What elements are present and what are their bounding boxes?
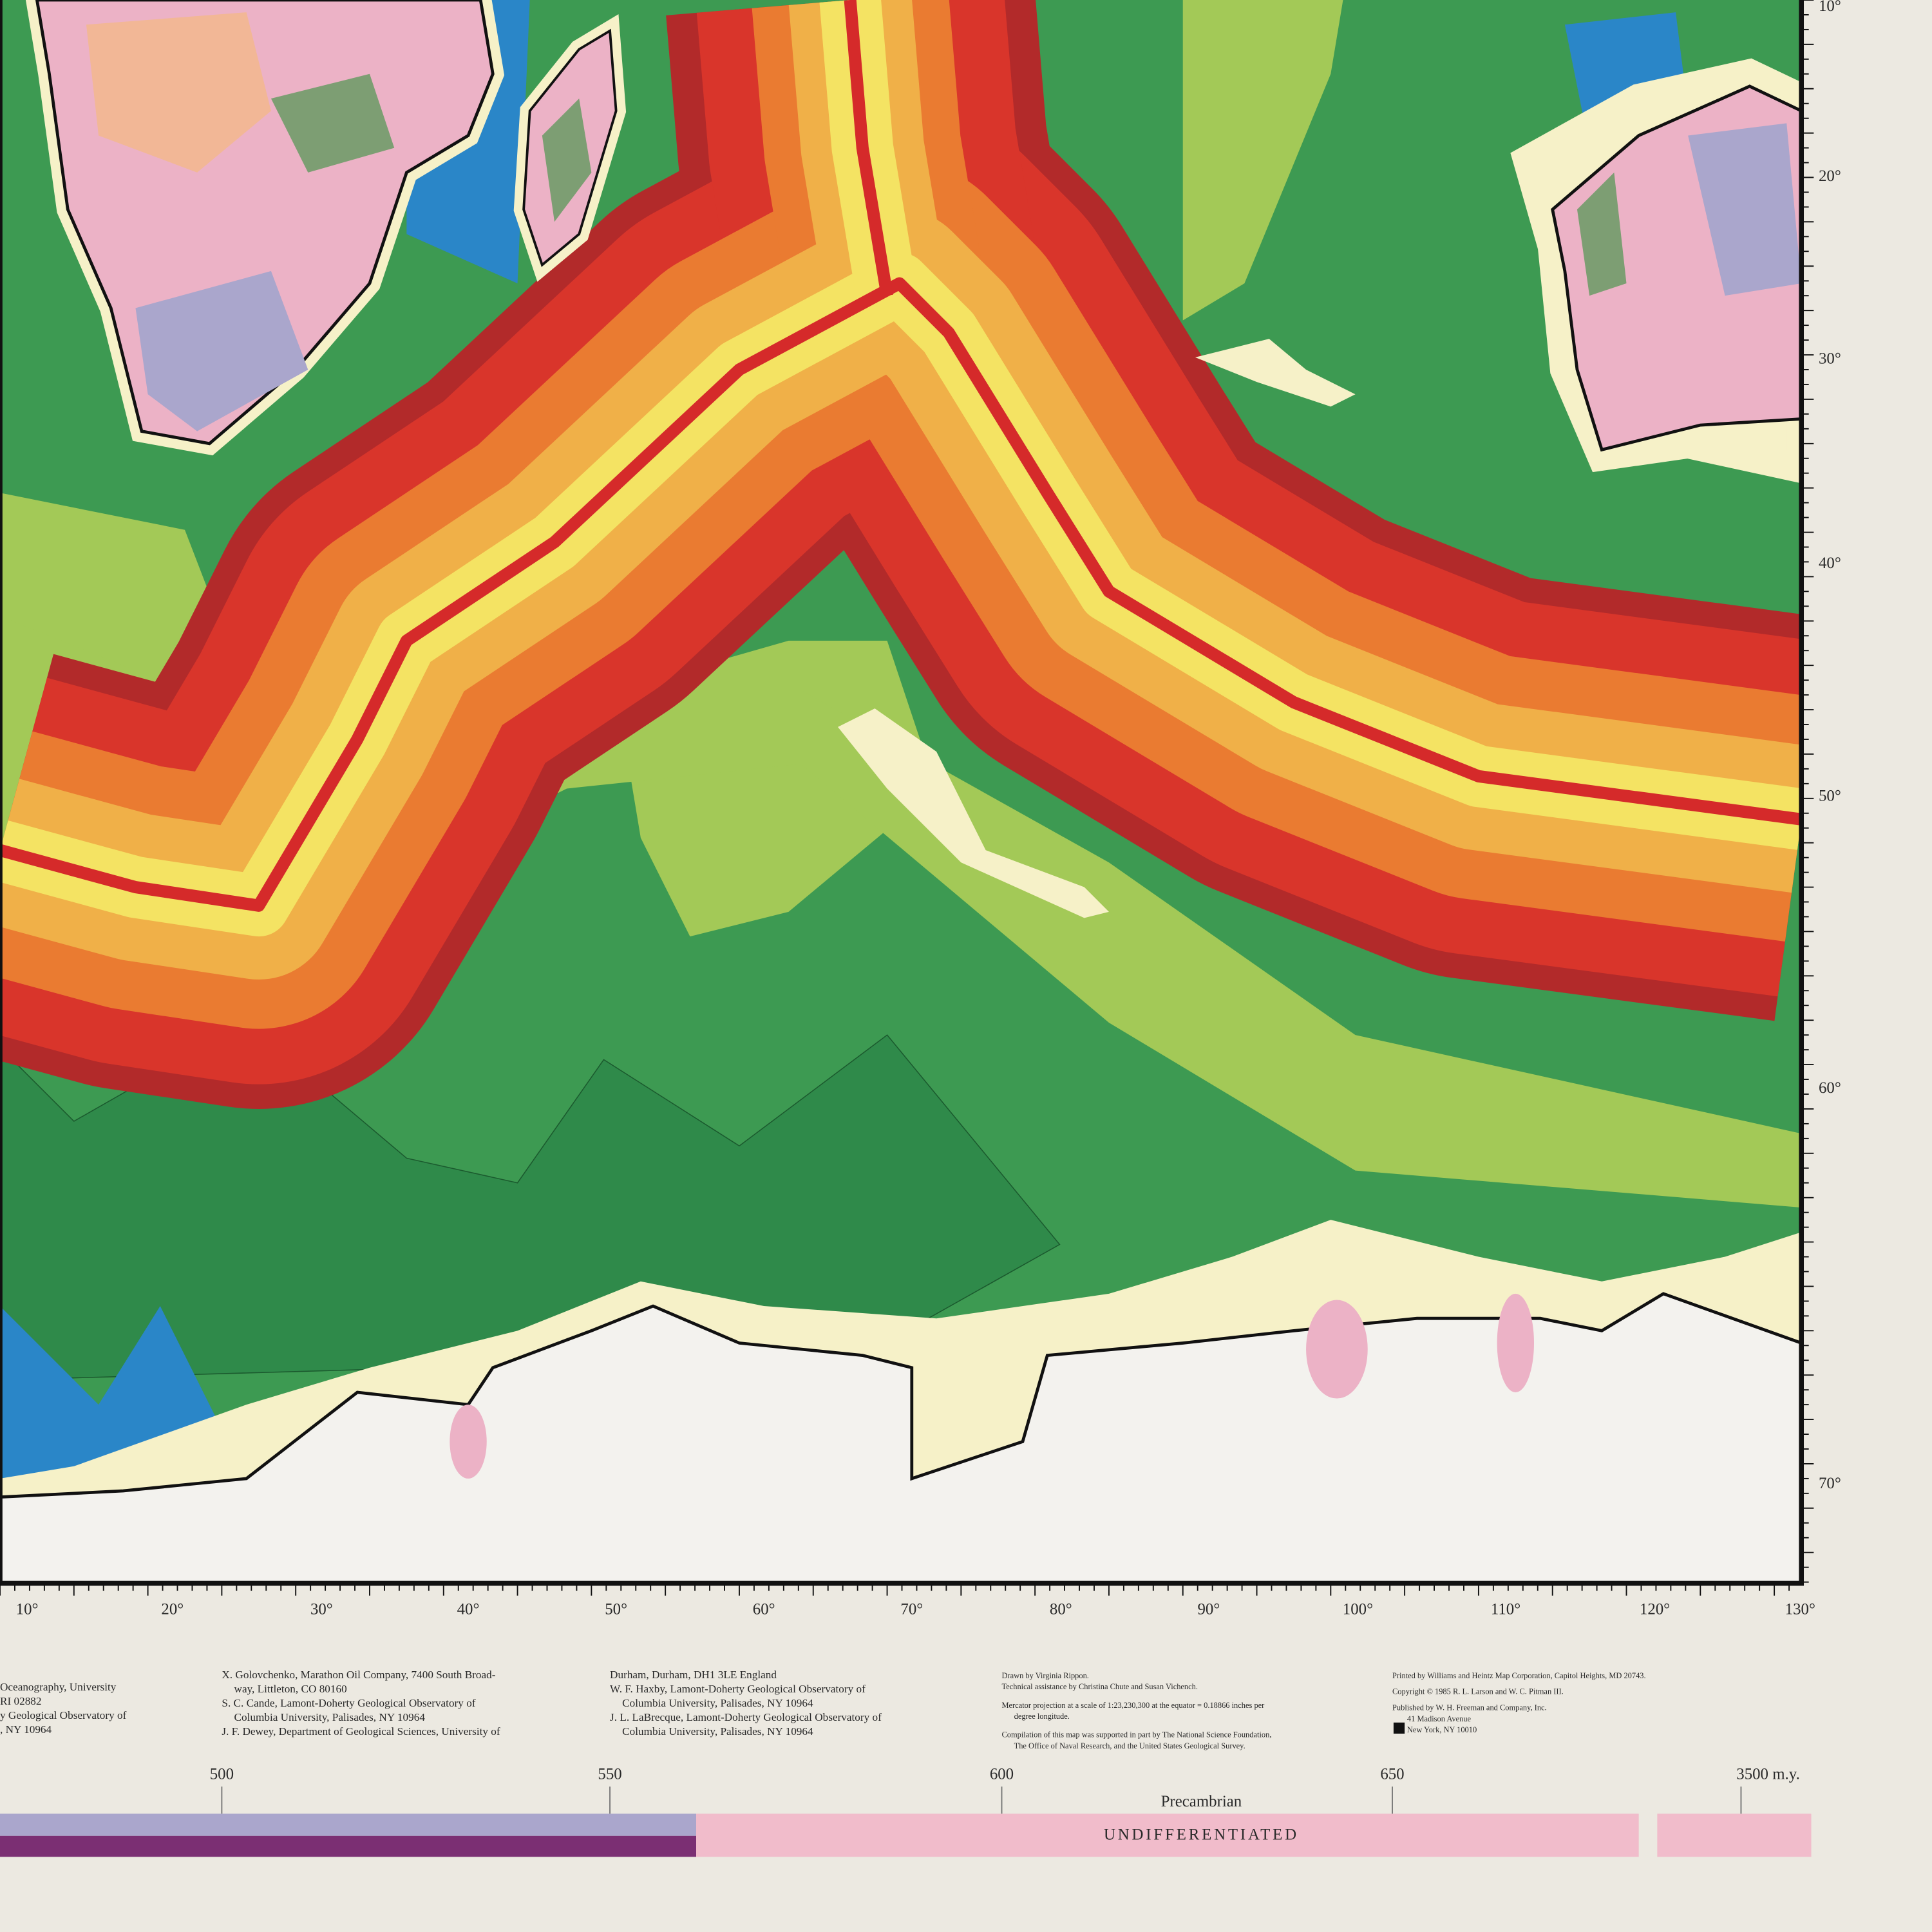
credit-line: Columbia University, Palisades, NY 10964 <box>622 1697 813 1709</box>
kerguelen-plateau <box>838 708 1109 918</box>
latitude-label: 60° <box>1819 1079 1841 1097</box>
time-tick-label: 550 <box>598 1766 621 1783</box>
ordovician-band <box>0 1814 696 1836</box>
credit-line: Durham, Durham, DH1 3LE England <box>610 1669 777 1681</box>
longitude-label: 10° <box>16 1600 39 1618</box>
credits: Oceanography, University RI 02882 y Geolog… <box>0 1669 1646 1750</box>
credit-line: Published by W. H. Freeman and Company, … <box>1392 1703 1547 1712</box>
band-label: UNDIFFERENTIATED <box>1104 1826 1299 1844</box>
time-scale: 500 550 600 650 3500 m.y. Precambrian UNDIFFER… <box>0 1766 1812 1857</box>
madagascar <box>513 14 627 282</box>
longitude-label: 60° <box>753 1600 775 1618</box>
latitude-label: 30° <box>1819 350 1841 367</box>
time-tick-label: 650 <box>1380 1766 1404 1783</box>
precambrian-band <box>1657 1814 1812 1857</box>
longitude-label: 70° <box>900 1600 923 1618</box>
credit-line: Technical assistance by Christina Chute … <box>1001 1682 1197 1691</box>
graticule-ticks <box>0 0 1814 1596</box>
period-label: Precambrian <box>1161 1793 1242 1810</box>
latitude-label: 10° <box>1819 0 1841 15</box>
longitude-label: 20° <box>161 1600 184 1618</box>
credit-line: S. C. Cande, Lamont-Doherty Geological O… <box>222 1697 475 1709</box>
credit-line: Compilation of this map was supported in… <box>1001 1730 1271 1739</box>
longitude-label: 130° <box>1785 1600 1815 1618</box>
latitude-label: 40° <box>1819 554 1841 572</box>
credit-line: Mercator projection at a scale of 1:23,2… <box>1001 1701 1265 1710</box>
longitude-label: 40° <box>457 1600 480 1618</box>
africa <box>25 0 505 456</box>
latitude-label: 70° <box>1819 1475 1841 1492</box>
credit-line: RI 02882 <box>0 1695 42 1707</box>
plateau <box>1195 339 1356 407</box>
credit-line: W. F. Haxby, Lamont-Doherty Geological O… <box>610 1683 866 1695</box>
credit-line: New York, NY 10010 <box>1407 1725 1477 1734</box>
longitude-label: 120° <box>1640 1600 1670 1618</box>
time-tick-label: 500 <box>210 1766 234 1783</box>
longitude-label: 90° <box>1198 1600 1220 1618</box>
time-tick-label: 3500 m.y. <box>1736 1766 1800 1783</box>
latitude-label: 50° <box>1819 788 1841 805</box>
longitude-label: 80° <box>1050 1600 1072 1618</box>
young-green <box>1182 0 1343 321</box>
credit-line: X. Golovchenko, Marathon Oil Company, 74… <box>222 1669 495 1681</box>
publisher-logo <box>1393 1722 1405 1734</box>
australia <box>1510 58 1802 484</box>
longitude-label: 50° <box>605 1600 627 1618</box>
map-area <box>0 0 1802 1584</box>
credit-line: J. L. LaBrecque, Lamont-Doherty Geologic… <box>610 1711 882 1723</box>
ordovician-band-dark <box>0 1835 696 1857</box>
credit-line: y Geological Observatory of <box>0 1709 127 1721</box>
longitude-label: 100° <box>1343 1600 1373 1618</box>
credit-line: Printed by Williams and Heintz Map Corpo… <box>1392 1671 1646 1680</box>
credit-line: Columbia University, Palisades, NY 10964 <box>234 1711 426 1723</box>
map-frame <box>0 0 1804 1586</box>
credit-line: J. F. Dewey, Department of Geological Sc… <box>222 1725 500 1738</box>
longitude-label: 30° <box>310 1600 333 1618</box>
credit-line: The Office of Naval Research, and the Un… <box>1014 1741 1245 1750</box>
graticule-labels: 10° 20° 30° 40° 50° 60° 70° 10° 20° 30° 40° 50° 60° 7… <box>16 0 1841 1618</box>
credit-line: Drawn by Virginia Rippon. <box>1001 1671 1088 1680</box>
latitude-label: 20° <box>1819 167 1841 185</box>
time-tick-label: 600 <box>990 1766 1014 1783</box>
longitude-label: 110° <box>1491 1600 1520 1618</box>
credit-line: Columbia University, Palisades, NY 10964 <box>622 1725 813 1738</box>
credit-line: degree longitude. <box>1014 1712 1070 1721</box>
ridge-system <box>0 0 1802 1109</box>
credit-line: Oceanography, University <box>0 1681 117 1693</box>
credit-line: way, Littleton, CO 80160 <box>234 1683 347 1695</box>
antarctica <box>0 1220 1802 1584</box>
credit-line: Copyright © 1985 R. L. Larson and W. C. … <box>1392 1687 1564 1696</box>
credit-line: 41 Madison Avenue <box>1407 1714 1472 1723</box>
precambrian-band <box>696 1814 1639 1857</box>
credit-line: , NY 10964 <box>0 1723 52 1736</box>
